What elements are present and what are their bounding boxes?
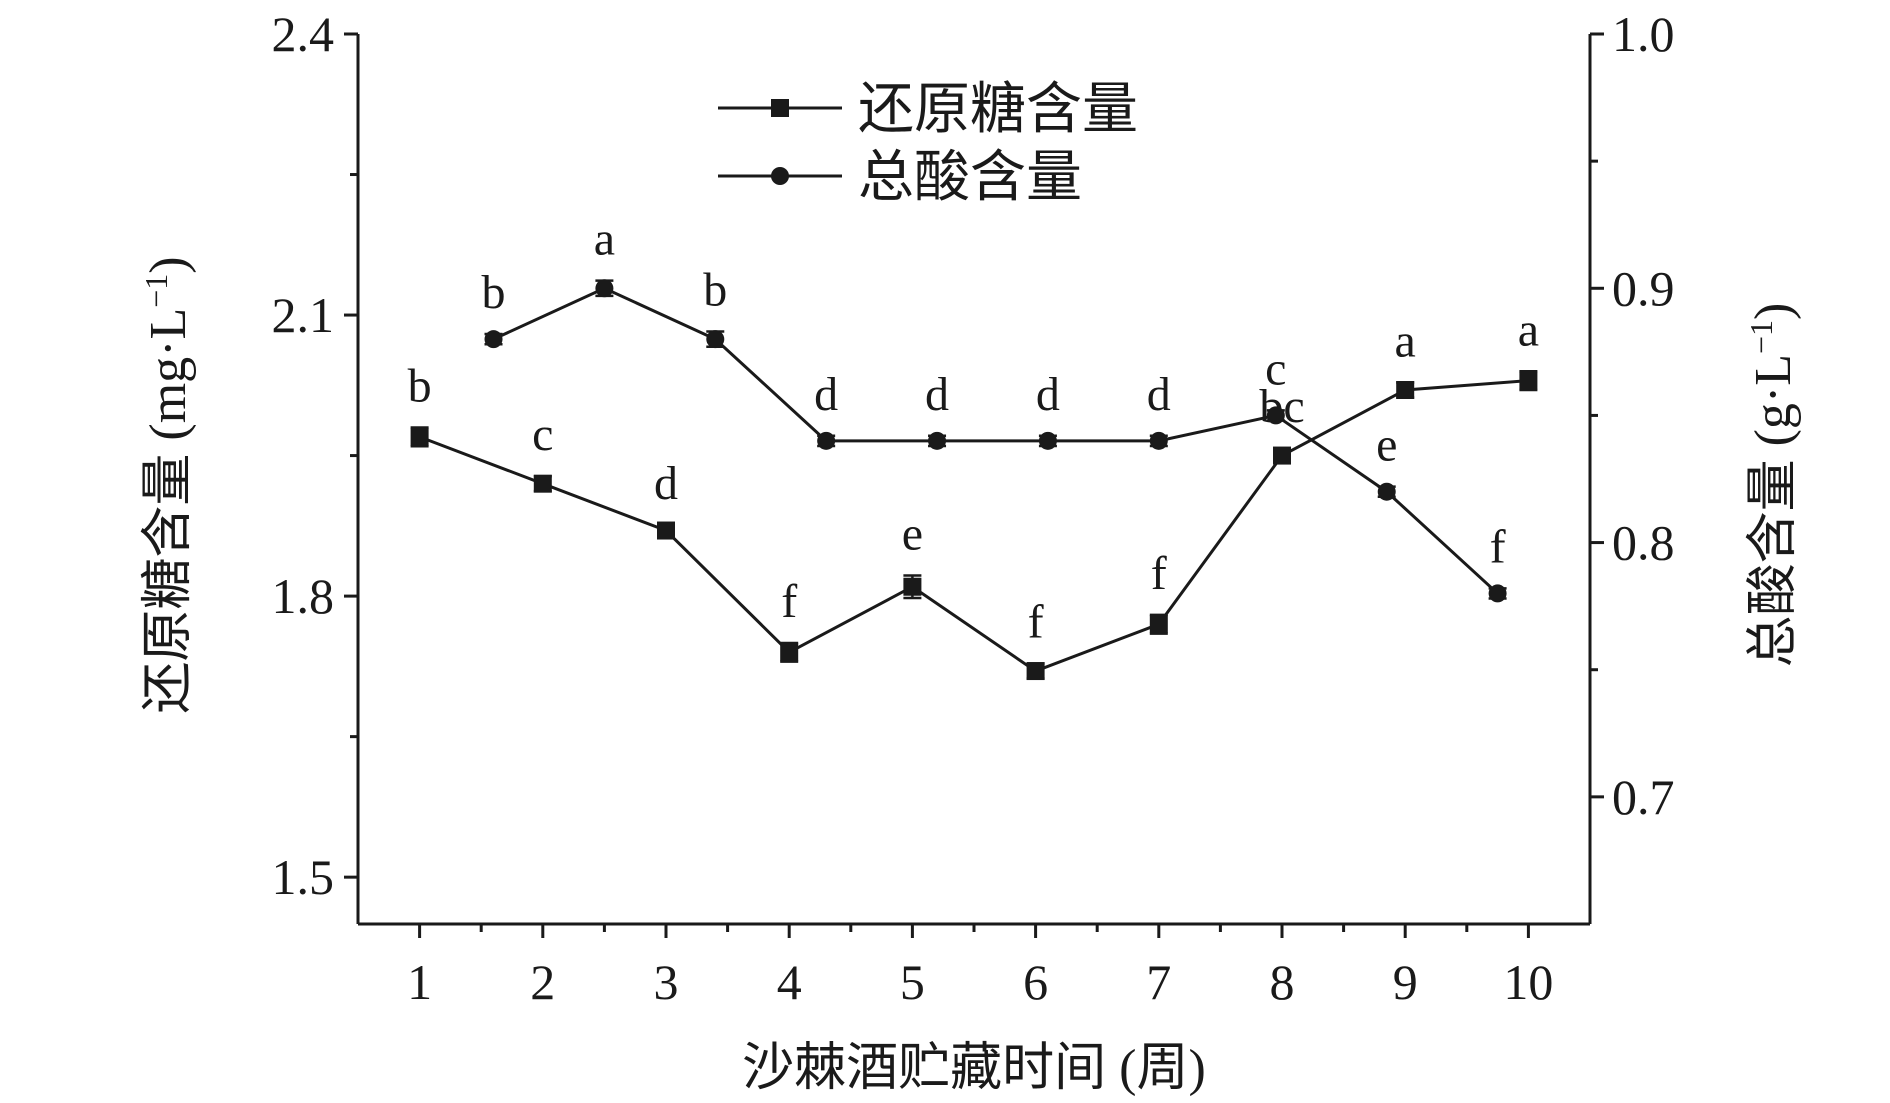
significance-label: e: [1376, 419, 1397, 472]
y-left-tick-label: 1.8: [272, 568, 335, 624]
significance-label: a: [1395, 315, 1416, 368]
legend-label: 总酸含量: [858, 147, 1082, 209]
legend-marker-square: [771, 99, 789, 117]
significance-label: e: [902, 507, 923, 560]
x-tick-label: 4: [777, 954, 802, 1010]
significance-label: f: [781, 575, 797, 628]
y-right-tick-label: 0.8: [1612, 515, 1675, 571]
data-point-square: [533, 474, 552, 493]
y-right-tick-label: 0.7: [1612, 769, 1675, 825]
significance-label: b: [482, 266, 506, 319]
legend-marker-circle: [771, 167, 789, 185]
data-point-circle: [928, 431, 947, 450]
significance-label: d: [814, 368, 838, 421]
series-line-1: [419, 379, 1529, 673]
significance-label: f: [1028, 596, 1044, 649]
significance-label: b: [408, 359, 432, 412]
y-left-axis-title: 还原糖含量 (mg·L−1): [138, 256, 197, 713]
x-tick-label: 6: [1023, 954, 1048, 1010]
y-left-title-close: ): [140, 256, 197, 273]
x-tick-label: 2: [530, 954, 555, 1010]
significance-label: a: [1518, 303, 1539, 356]
y-right-tick-label: 1.0: [1612, 6, 1675, 62]
axes: 1 2 3 4 5 6 7 8 9 10 沙棘酒贮藏时间 (周) 1.5 1.8 2.1 2.4 还原糖含量 …: [138, 6, 1802, 1097]
data-point-circle: [595, 279, 614, 298]
data-point-square: [1273, 446, 1291, 465]
significance-label: f: [1151, 547, 1167, 600]
data-point-square: [657, 521, 675, 540]
significance-label: a: [594, 213, 615, 266]
series-line-2: [492, 286, 1499, 595]
significance-label: f: [1490, 520, 1506, 573]
data-point-circle: [1377, 482, 1396, 501]
data-point-circle: [706, 330, 725, 349]
x-tick-label: 5: [900, 954, 925, 1010]
x-tick-label: 9: [1393, 954, 1418, 1010]
significance-label: d: [925, 368, 949, 421]
data-point-square: [1026, 662, 1045, 681]
data-point-square: [1149, 615, 1168, 634]
data-point-circle: [1488, 584, 1507, 603]
data-point-square: [780, 643, 799, 662]
data-point-circle: [484, 330, 503, 349]
significance-label: bc: [1259, 380, 1304, 433]
y-right-unit-superscript: −1: [1743, 320, 1779, 354]
legend-label: 还原糖含量: [858, 79, 1138, 141]
x-axis-title: 沙棘酒贮藏时间 (周): [742, 1040, 1206, 1097]
y-right-axis-title: 总酸含量 (g·L−1): [1743, 303, 1802, 668]
x-tick-label: 3: [654, 954, 679, 1010]
significance-label: b: [703, 264, 727, 317]
x-tick-label: 8: [1270, 954, 1295, 1010]
data-point-circle: [817, 431, 836, 450]
y-right-title-close: ): [1745, 303, 1802, 320]
data-point-square: [903, 577, 922, 596]
data-point-circle: [1266, 406, 1285, 425]
x-tick-label: 10: [1503, 954, 1553, 1010]
data-point-circle: [1149, 431, 1168, 450]
x-tick-label: 1: [407, 954, 432, 1010]
data-point-square: [410, 427, 429, 446]
y-left-tick-label: 2.1: [272, 287, 335, 343]
significance-label: c: [1265, 342, 1286, 395]
y-right-tick-label: 0.9: [1612, 260, 1675, 316]
x-tick-label: 7: [1146, 954, 1171, 1010]
significance-label: d: [1147, 368, 1171, 421]
significance-label: c: [532, 408, 553, 461]
significance-label: d: [654, 457, 678, 510]
significance-label: d: [1036, 368, 1060, 421]
data-point-square: [1519, 371, 1538, 390]
y-left-tick-label: 1.5: [272, 849, 335, 905]
data-point-square: [1396, 381, 1415, 399]
data-point-circle: [1038, 431, 1057, 450]
y-left-tick-label: 2.4: [272, 6, 335, 62]
y-left-unit-superscript: −1: [138, 274, 174, 308]
